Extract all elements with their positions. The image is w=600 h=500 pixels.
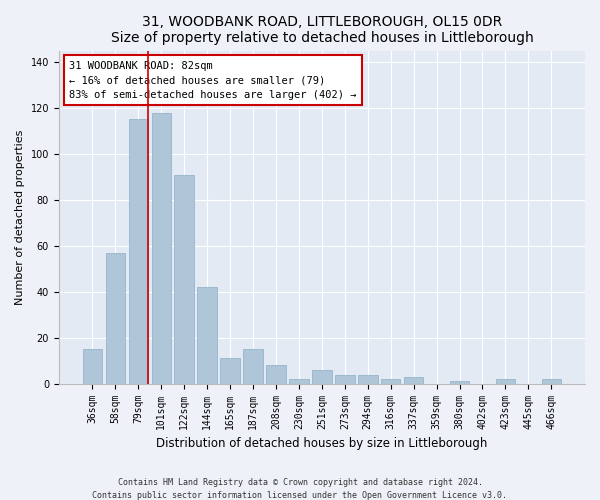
Bar <box>542 379 561 384</box>
X-axis label: Distribution of detached houses by size in Littleborough: Distribution of detached houses by size … <box>156 437 488 450</box>
Bar <box>496 379 515 384</box>
Bar <box>358 374 377 384</box>
Bar <box>312 370 332 384</box>
Title: 31, WOODBANK ROAD, LITTLEBOROUGH, OL15 0DR
Size of property relative to detached: 31, WOODBANK ROAD, LITTLEBOROUGH, OL15 0… <box>110 15 533 45</box>
Bar <box>381 379 400 384</box>
Text: Contains HM Land Registry data © Crown copyright and database right 2024.
Contai: Contains HM Land Registry data © Crown c… <box>92 478 508 500</box>
Bar <box>106 252 125 384</box>
Y-axis label: Number of detached properties: Number of detached properties <box>15 130 25 305</box>
Bar <box>128 120 148 384</box>
Bar <box>83 349 102 384</box>
Bar <box>152 112 171 384</box>
Bar <box>289 379 308 384</box>
Bar <box>175 174 194 384</box>
Bar <box>266 366 286 384</box>
Bar <box>404 377 424 384</box>
Bar <box>220 358 240 384</box>
Bar <box>450 382 469 384</box>
Bar <box>335 374 355 384</box>
Bar <box>197 287 217 384</box>
Bar <box>244 349 263 384</box>
Text: 31 WOODBANK ROAD: 82sqm
← 16% of detached houses are smaller (79)
83% of semi-de: 31 WOODBANK ROAD: 82sqm ← 16% of detache… <box>70 60 357 100</box>
